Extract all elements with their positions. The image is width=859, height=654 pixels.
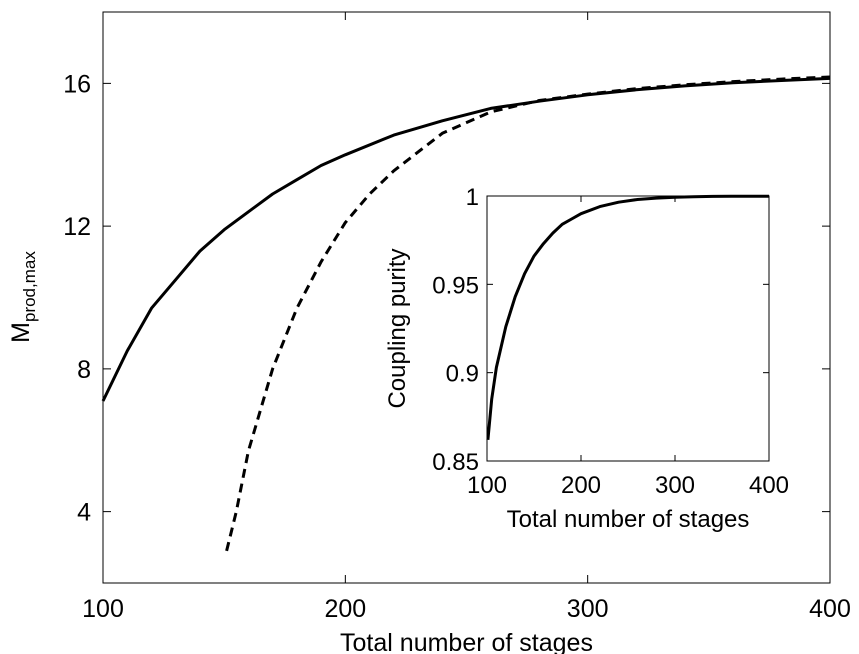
inset-plot: 100 200 300 400 0.85 0.9 0.95 1 Total number of … bbox=[384, 184, 789, 533]
inset-x-tick-label: 300 bbox=[655, 472, 695, 499]
main-y-tick-label: 4 bbox=[77, 499, 91, 527]
inset-axes-frame bbox=[486, 195, 770, 462]
main-x-axis-label: Total number of stages bbox=[340, 629, 593, 654]
main-y-axis-label: Mprod,max bbox=[7, 251, 39, 343]
main-y-axis-label-subscript: prod,max bbox=[20, 251, 39, 322]
inset-x-tick-label: 100 bbox=[467, 472, 507, 499]
inset-x-axis-label: Total number of stages bbox=[507, 506, 750, 533]
inset-y-tick-label: 0.95 bbox=[432, 272, 479, 299]
main-x-tick-label: 400 bbox=[809, 595, 851, 623]
inset-y-axis-label: Coupling purity bbox=[384, 248, 411, 408]
main-x-tick-label: 200 bbox=[324, 595, 366, 623]
inset-plot-area bbox=[487, 196, 769, 461]
main-x-tick-label: 100 bbox=[82, 595, 124, 623]
inset-y-tick-label: 0.85 bbox=[432, 449, 479, 476]
main-y-axis-label-main: M bbox=[7, 322, 35, 343]
main-y-tick-label: 8 bbox=[77, 356, 91, 384]
inset-x-tick-label: 200 bbox=[561, 472, 601, 499]
main-y-tick-label: 16 bbox=[63, 70, 91, 98]
main-axes-frame bbox=[102, 11, 831, 584]
inset-y-tick-label: 1 bbox=[466, 184, 479, 211]
main-x-tick-label: 300 bbox=[567, 595, 609, 623]
inset-x-tick-label: 400 bbox=[749, 472, 789, 499]
main-y-tick-label: 12 bbox=[63, 213, 91, 241]
main-series-dashed-line bbox=[225, 75, 831, 552]
inset-series-solid-line bbox=[486, 194, 769, 440]
inset-y-tick-label: 0.9 bbox=[446, 361, 479, 388]
